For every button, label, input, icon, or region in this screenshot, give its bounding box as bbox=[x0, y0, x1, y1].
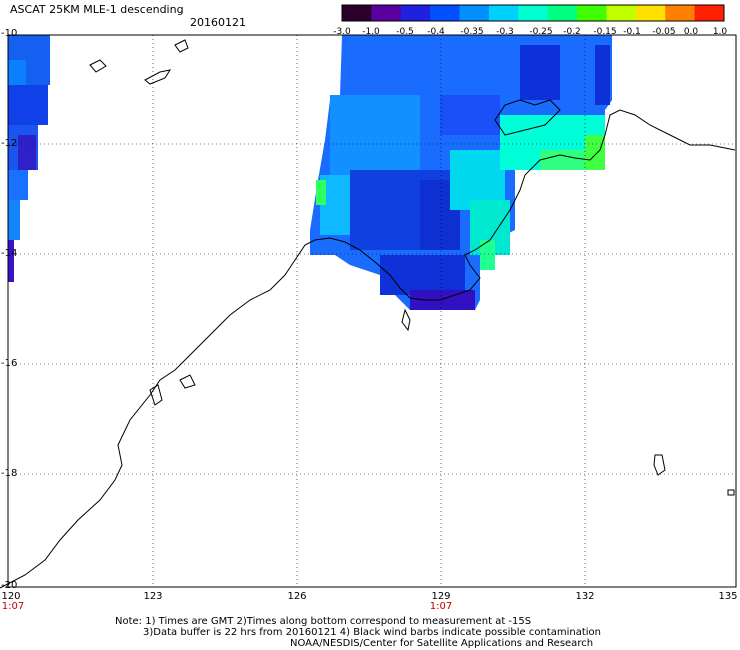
colorbar-swatch bbox=[488, 5, 519, 21]
colorbar-label: -0.4 bbox=[427, 27, 445, 37]
note-line-2: 3)Data buffer is 22 hrs from 20160121 4)… bbox=[143, 627, 601, 638]
colorbar-swatch bbox=[547, 5, 578, 21]
colorbar-swatch bbox=[694, 5, 725, 21]
time-label: 1:07 bbox=[1, 601, 25, 612]
y-tick-label: -16 bbox=[1, 358, 18, 369]
colorbar-swatch bbox=[635, 5, 666, 21]
colorbar-swatch bbox=[577, 5, 607, 21]
colorbar-label: 1.0 bbox=[712, 27, 728, 37]
x-tick-label: 129 bbox=[431, 591, 451, 602]
colorbar-swatch bbox=[459, 5, 490, 21]
colorbar-swatch bbox=[518, 5, 549, 21]
colorbar-label: -1.0 bbox=[362, 27, 380, 37]
x-tick-label: 132 bbox=[575, 591, 595, 602]
y-tick-label: -18 bbox=[1, 468, 18, 479]
x-tick-label: 126 bbox=[287, 591, 307, 602]
y-tick-label: -14 bbox=[1, 248, 18, 259]
colorbar-swatch bbox=[430, 5, 461, 21]
colorbar-swatch bbox=[371, 5, 402, 21]
y-tick-label: -10 bbox=[1, 28, 18, 39]
x-tick-label: 135 bbox=[718, 591, 738, 602]
map-frame bbox=[7, 34, 737, 588]
colorbar-label: -0.35 bbox=[460, 27, 484, 37]
note-line-1: Note: 1) Times are GMT 2)Times along bot… bbox=[115, 616, 532, 627]
coastline bbox=[0, 39, 736, 589]
graticule bbox=[8, 35, 736, 587]
colorbar-label: -0.1 bbox=[623, 27, 641, 37]
swath-main bbox=[310, 35, 612, 310]
swath-left bbox=[8, 35, 50, 282]
map-title: ASCAT 25KM MLE-1 descending bbox=[10, 3, 184, 16]
colorbar-swatch bbox=[606, 5, 637, 21]
y-tick-label: -20 bbox=[1, 580, 18, 591]
colorbar-label: -0.2 bbox=[563, 27, 581, 37]
colorbar-label: -0.5 bbox=[396, 27, 414, 37]
colorbar-label: -0.3 bbox=[496, 27, 514, 37]
map-date: 20160121 bbox=[190, 16, 246, 29]
colorbar-swatch bbox=[342, 5, 372, 21]
colorbar-swatch bbox=[400, 5, 431, 21]
y-tick-label: -12 bbox=[1, 138, 18, 149]
x-tick-label: 120 bbox=[1, 591, 21, 602]
colorbar-label: -3.0 bbox=[333, 27, 351, 37]
colorbar-label: -0.05 bbox=[652, 27, 676, 37]
x-tick-label: 123 bbox=[143, 591, 163, 602]
colorbar-label: 0.0 bbox=[683, 27, 699, 37]
colorbar-border bbox=[341, 4, 725, 22]
time-label: 1:07 bbox=[429, 601, 453, 612]
colorbar-label: -0.15 bbox=[593, 27, 617, 37]
colorbar-label: -0.25 bbox=[529, 27, 553, 37]
colorbar-swatch bbox=[665, 5, 696, 21]
colorbar bbox=[341, 4, 725, 22]
note-line-3: NOAA/NESDIS/Center for Satellite Applica… bbox=[290, 638, 594, 649]
